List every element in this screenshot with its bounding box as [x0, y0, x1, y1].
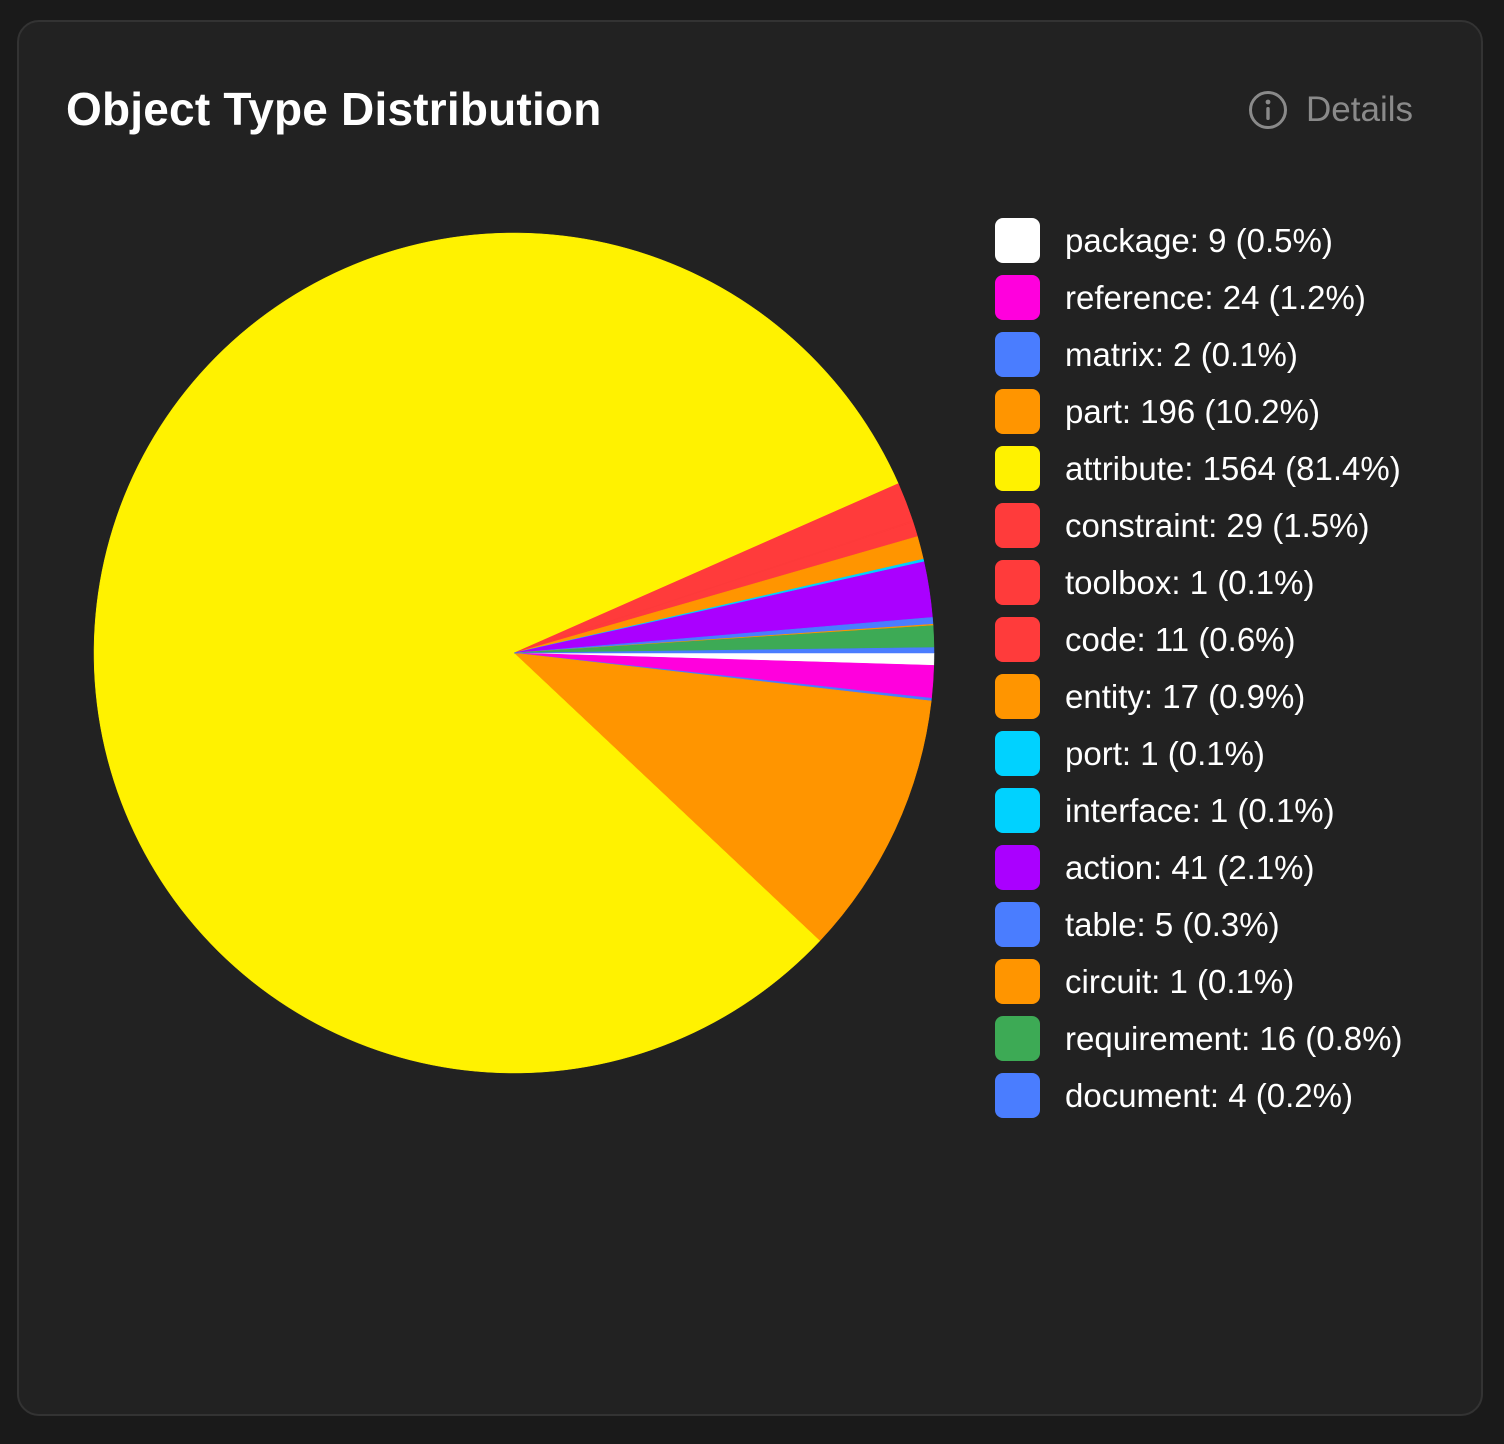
- legend-label: circuit: 1 (0.1%): [1065, 962, 1295, 1000]
- legend-label: port: 1 (0.1%): [1065, 734, 1265, 772]
- legend-label: attribute: 1564 (81.4%): [1065, 449, 1401, 487]
- chart-card: Object Type Distribution Details package…: [17, 20, 1483, 1416]
- legend-swatch: [995, 1016, 1040, 1061]
- chart-title: Object Type Distribution: [66, 83, 602, 135]
- legend-item-port[interactable]: port: 1 (0.1%): [995, 725, 1403, 782]
- legend-label: code: 11 (0.6%): [1065, 620, 1296, 658]
- legend-item-table[interactable]: table: 5 (0.3%): [995, 896, 1403, 953]
- legend-item-matrix[interactable]: matrix: 2 (0.1%): [995, 326, 1403, 383]
- legend-item-requirement[interactable]: requirement: 16 (0.8%): [995, 1010, 1403, 1067]
- legend-item-toolbox[interactable]: toolbox: 1 (0.1%): [995, 554, 1403, 611]
- pie-slice-part[interactable]: [513, 652, 932, 942]
- legend-label: part: 196 (10.2%): [1065, 392, 1320, 430]
- legend-swatch: [995, 1073, 1040, 1118]
- legend-swatch: [995, 617, 1040, 662]
- legend-swatch: [995, 275, 1040, 320]
- legend-item-action[interactable]: action: 41 (2.1%): [995, 839, 1403, 896]
- legend-label: reference: 24 (1.2%): [1065, 278, 1366, 316]
- legend-label: action: 41 (2.1%): [1065, 848, 1315, 886]
- legend-item-attribute[interactable]: attribute: 1564 (81.4%): [995, 440, 1403, 497]
- legend-swatch: [995, 788, 1040, 833]
- legend-label: matrix: 2 (0.1%): [1065, 335, 1298, 373]
- details-button[interactable]: Details: [1248, 90, 1413, 130]
- pie-slice-attribute[interactable]: [93, 232, 899, 1074]
- legend-label: document: 4 (0.2%): [1065, 1076, 1353, 1114]
- legend-swatch: [995, 332, 1040, 377]
- legend-item-entity[interactable]: entity: 17 (0.9%): [995, 668, 1403, 725]
- legend-label: toolbox: 1 (0.1%): [1065, 563, 1315, 601]
- legend-item-interface[interactable]: interface: 1 (0.1%): [995, 782, 1403, 839]
- legend-swatch: [995, 731, 1040, 776]
- legend-label: constraint: 29 (1.5%): [1065, 506, 1370, 544]
- legend-swatch: [995, 845, 1040, 890]
- legend-label: table: 5 (0.3%): [1065, 905, 1280, 943]
- legend-item-package[interactable]: package: 9 (0.5%): [995, 212, 1403, 269]
- legend-item-circuit[interactable]: circuit: 1 (0.1%): [995, 953, 1403, 1010]
- legend-label: package: 9 (0.5%): [1065, 221, 1333, 259]
- legend-swatch: [995, 503, 1040, 548]
- details-label: Details: [1306, 90, 1413, 129]
- legend-label: entity: 17 (0.9%): [1065, 677, 1306, 715]
- legend-item-code[interactable]: code: 11 (0.6%): [995, 611, 1403, 668]
- legend-label: interface: 1 (0.1%): [1065, 791, 1335, 829]
- legend-item-reference[interactable]: reference: 24 (1.2%): [995, 269, 1403, 326]
- legend-swatch: [995, 560, 1040, 605]
- legend-item-part[interactable]: part: 196 (10.2%): [995, 383, 1403, 440]
- legend-swatch: [995, 218, 1040, 263]
- legend-swatch: [995, 674, 1040, 719]
- legend-item-constraint[interactable]: constraint: 29 (1.5%): [995, 497, 1403, 554]
- legend-swatch: [995, 902, 1040, 947]
- legend-label: requirement: 16 (0.8%): [1065, 1019, 1403, 1057]
- legend-swatch: [995, 389, 1040, 434]
- chart-legend: package: 9 (0.5%) reference: 24 (1.2%) mat…: [995, 212, 1403, 1124]
- pie-slice-document[interactable]: [513, 647, 935, 654]
- pie-svg: [93, 232, 935, 1074]
- legend-swatch: [995, 446, 1040, 491]
- legend-item-document[interactable]: document: 4 (0.2%): [995, 1067, 1403, 1124]
- pie-chart: [89, 228, 939, 1078]
- legend-swatch: [995, 959, 1040, 1004]
- info-icon: [1248, 90, 1288, 130]
